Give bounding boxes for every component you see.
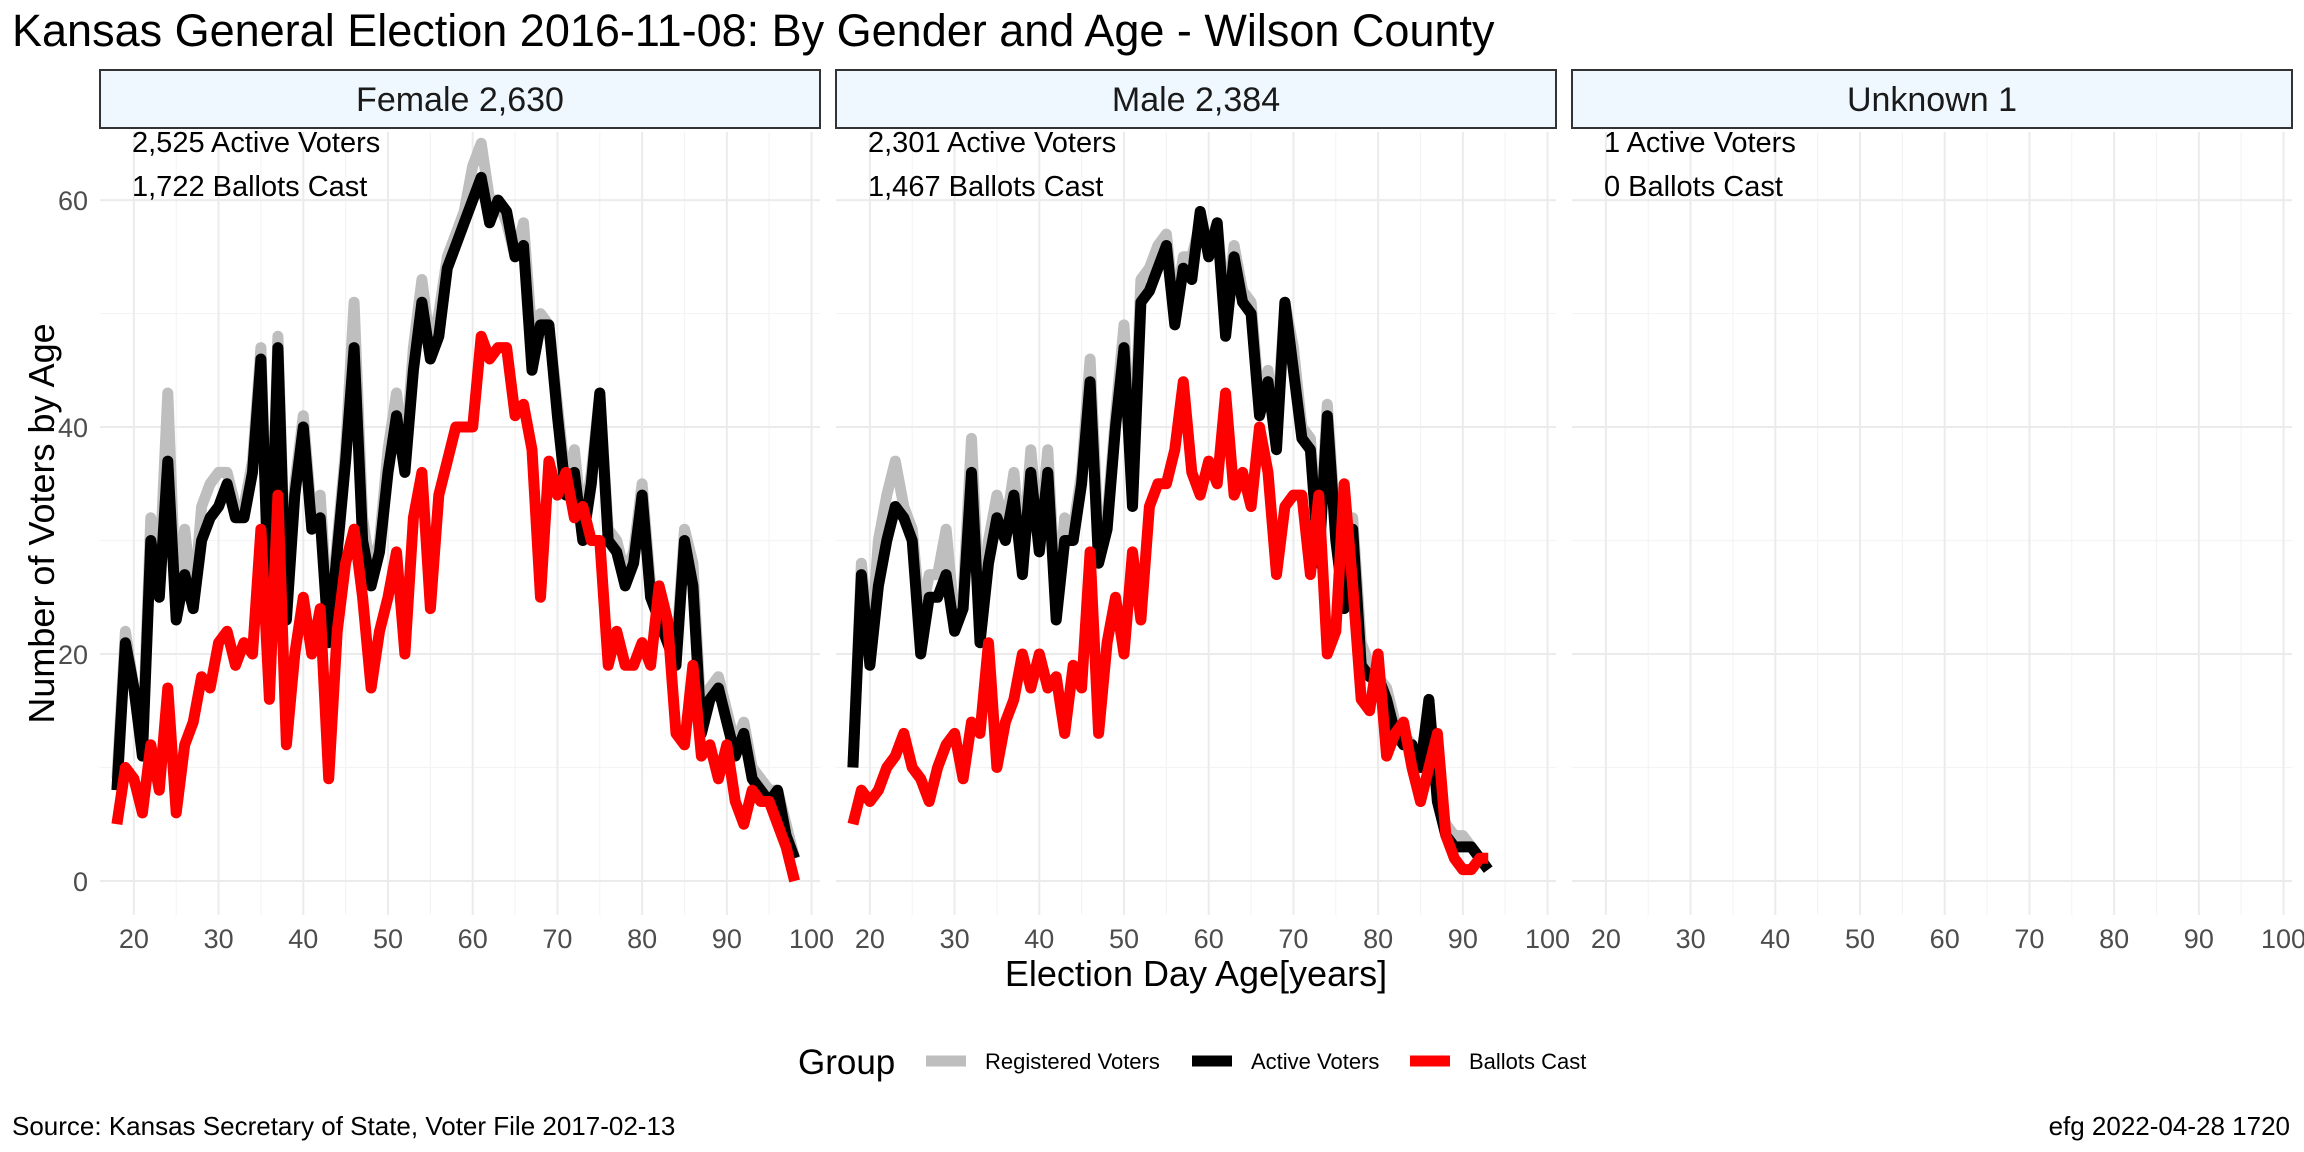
facet-strip <box>99 69 821 129</box>
source-caption: Source: Kansas Secretary of State, Voter… <box>12 1111 675 1141</box>
active-voters-annotation: 2,525 Active Voters <box>132 127 380 159</box>
facet-panel: Male 2,384 2,301 Active Voters 1,467 Ballo… <box>835 69 1570 954</box>
x-tick-label: 20 <box>855 924 885 954</box>
series-line-ballots-cast <box>847 376 1489 876</box>
x-tick-label: 90 <box>712 924 742 954</box>
x-tick-label: 50 <box>373 924 403 954</box>
facet-strip-label: Male 2,384 <box>1112 81 1280 119</box>
legend-label: Registered Voters <box>985 1049 1160 1074</box>
ballots-cast-annotation: 1,467 Ballots Cast <box>868 171 1103 203</box>
x-tick-label: 40 <box>1760 924 1790 954</box>
active-voters-annotation: 2,301 Active Voters <box>868 127 1116 159</box>
x-tick-label: 20 <box>1591 924 1621 954</box>
facet-panel: Unknown 1 1 Active Voters 0 Ballots Cast 20… <box>1571 69 2304 954</box>
facet-panel: Female 2,630 2,525 Active Voters 1,722 Bal… <box>58 69 834 954</box>
x-tick-label: 50 <box>1109 924 1139 954</box>
x-tick-label: 80 <box>627 924 657 954</box>
x-tick-label: 70 <box>1278 924 1308 954</box>
chart-title: Kansas General Election 2016-11-08: By G… <box>12 5 1495 56</box>
x-tick-label: 40 <box>1024 924 1054 954</box>
facet-strip-label: Female 2,630 <box>356 81 564 119</box>
y-tick-label: 0 <box>73 867 88 897</box>
y-axis-label: Number of Voters by Age <box>21 323 62 723</box>
facet-panels: Female 2,630 2,525 Active Voters 1,722 Bal… <box>58 69 2304 954</box>
x-tick-label: 100 <box>1525 924 1570 954</box>
x-tick-label: 30 <box>204 924 234 954</box>
x-axis-label: Election Day Age[years] <box>1005 953 1387 994</box>
x-tick-label: 30 <box>940 924 970 954</box>
x-tick-label: 90 <box>2184 924 2214 954</box>
x-tick-label: 90 <box>1448 924 1478 954</box>
y-tick-label: 40 <box>58 413 88 443</box>
x-tick-label: 70 <box>2014 924 2044 954</box>
facet-strip <box>835 69 1557 129</box>
ballots-cast-annotation: 0 Ballots Cast <box>1604 171 1783 203</box>
x-tick-label: 100 <box>789 924 834 954</box>
legend-label: Ballots Cast <box>1469 1049 1586 1074</box>
x-tick-label: 40 <box>288 924 318 954</box>
x-tick-label: 60 <box>1194 924 1224 954</box>
series-line-active-voters <box>111 171 800 861</box>
date-caption: efg 2022-04-28 1720 <box>2049 1111 2290 1141</box>
legend-label: Active Voters <box>1251 1049 1379 1074</box>
ballots-cast-annotation: 1,722 Ballots Cast <box>132 171 367 203</box>
x-tick-label: 20 <box>119 924 149 954</box>
legend-title: Group <box>798 1043 895 1082</box>
facet-strip-label: Unknown 1 <box>1847 81 2017 119</box>
facet-strip <box>1571 69 2293 129</box>
x-tick-label: 50 <box>1845 924 1875 954</box>
x-tick-label: 30 <box>1676 924 1706 954</box>
legend: Group Registered Voters Active Voters Ball… <box>798 1043 1586 1082</box>
y-tick-label: 20 <box>58 640 88 670</box>
x-tick-label: 70 <box>542 924 572 954</box>
series-line-ballots-cast <box>111 330 800 883</box>
active-voters-annotation: 1 Active Voters <box>1604 127 1796 159</box>
x-tick-label: 60 <box>458 924 488 954</box>
x-tick-label: 60 <box>1930 924 1960 954</box>
x-tick-label: 80 <box>2099 924 2129 954</box>
x-tick-label: 80 <box>1363 924 1393 954</box>
y-tick-label: 60 <box>58 186 88 216</box>
x-tick-label: 100 <box>2261 924 2304 954</box>
